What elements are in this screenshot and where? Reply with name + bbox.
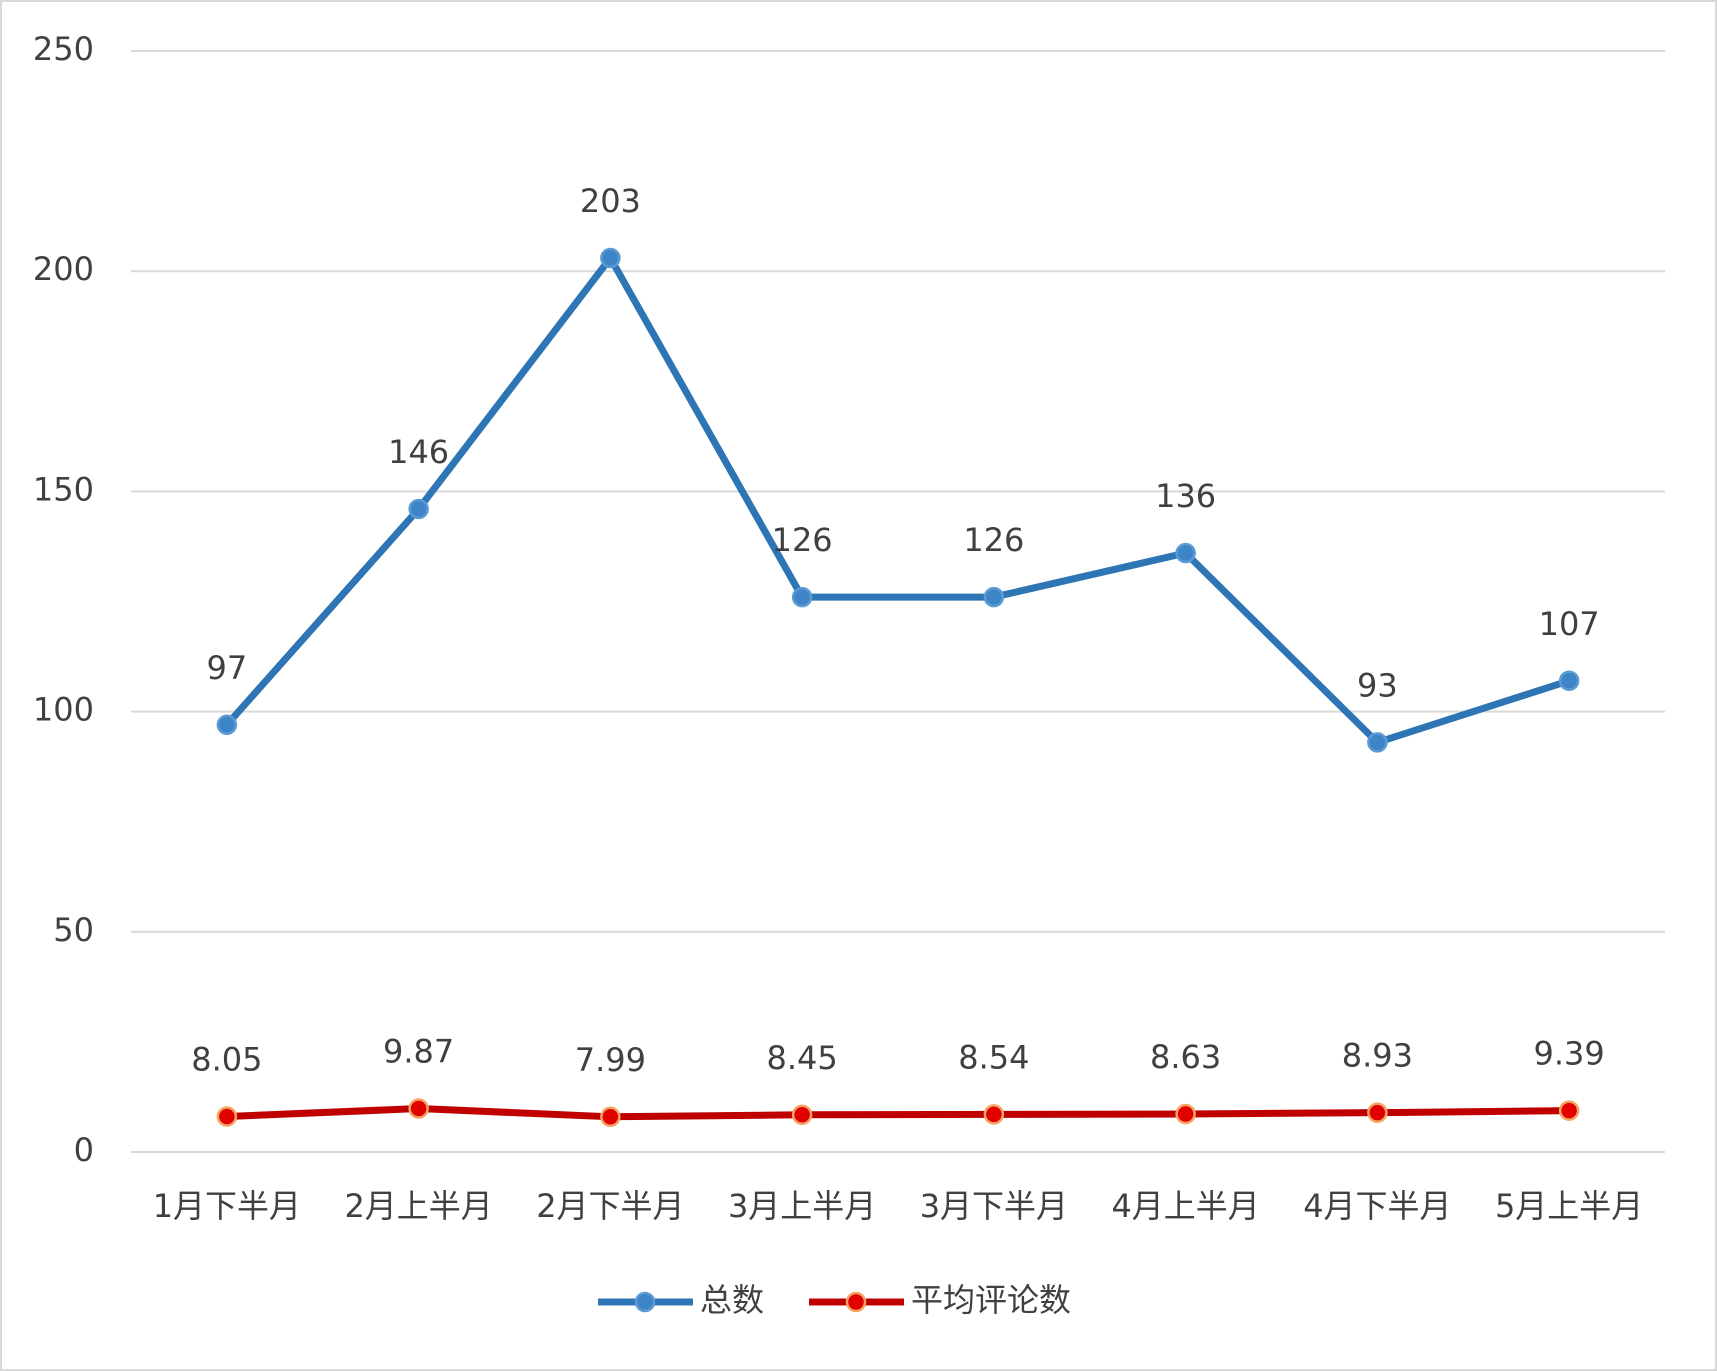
data-label: 7.99: [575, 1041, 646, 1079]
legend-label: 平均评论数: [911, 1281, 1071, 1319]
data-label: 126: [772, 521, 833, 559]
series-line: [226, 1105, 1570, 1121]
x-tick-label: 5月上半月: [1495, 1187, 1643, 1225]
x-tick-label: 2月上半月: [344, 1187, 492, 1225]
data-label: 107: [1539, 605, 1600, 643]
y-tick-label: 150: [33, 470, 94, 508]
y-tick-label: 50: [53, 911, 94, 949]
x-tick-label: 4月上半月: [1111, 1187, 1259, 1225]
data-label: 9.39: [1534, 1035, 1605, 1073]
data-point: [1175, 1103, 1196, 1125]
data-point: [1558, 670, 1580, 692]
x-tick-label: 3月下半月: [920, 1187, 1068, 1225]
data-label: 136: [1155, 477, 1216, 515]
data-label: 126: [963, 521, 1024, 559]
y-tick-label: 100: [33, 691, 94, 729]
data-point: [408, 1098, 429, 1119]
x-tick-label: 4月下半月: [1303, 1187, 1451, 1225]
data-point: [1367, 1102, 1388, 1123]
data-label: 203: [580, 182, 641, 220]
data-label: 146: [388, 433, 449, 471]
y-tick-label: 0: [74, 1131, 94, 1169]
data-label: 8.63: [1150, 1038, 1221, 1076]
data-label: 97: [207, 649, 248, 687]
series-line: [224, 254, 1571, 746]
data-point: [983, 1104, 1005, 1125]
data-point: [791, 1104, 813, 1126]
data-point: [408, 498, 429, 520]
data-label: 8.54: [958, 1038, 1029, 1076]
data-label: 9.87: [383, 1033, 454, 1071]
legend-label: 总数: [700, 1281, 764, 1319]
data-point: [1558, 1100, 1580, 1121]
data-label: 93: [1357, 666, 1398, 704]
legend-marker: [845, 1291, 867, 1313]
data-label: 8.45: [767, 1039, 838, 1077]
data-label: 8.93: [1342, 1037, 1413, 1075]
data-label: 8.05: [191, 1041, 262, 1079]
x-tick-label: 1月下半月: [153, 1187, 301, 1225]
y-tick-label: 200: [33, 250, 94, 288]
data-point: [1175, 542, 1196, 564]
data-point: [600, 247, 621, 269]
x-tick-label: 2月下半月: [536, 1187, 684, 1225]
data-point: [216, 1106, 238, 1127]
data-point: [791, 586, 813, 608]
data-point: [983, 586, 1005, 608]
x-tick-label: 3月上半月: [728, 1187, 876, 1225]
y-tick-label: 250: [33, 30, 94, 68]
legend-marker: [634, 1291, 656, 1313]
data-point: [1367, 732, 1388, 753]
data-point: [600, 1106, 621, 1128]
data-point: [216, 714, 238, 736]
